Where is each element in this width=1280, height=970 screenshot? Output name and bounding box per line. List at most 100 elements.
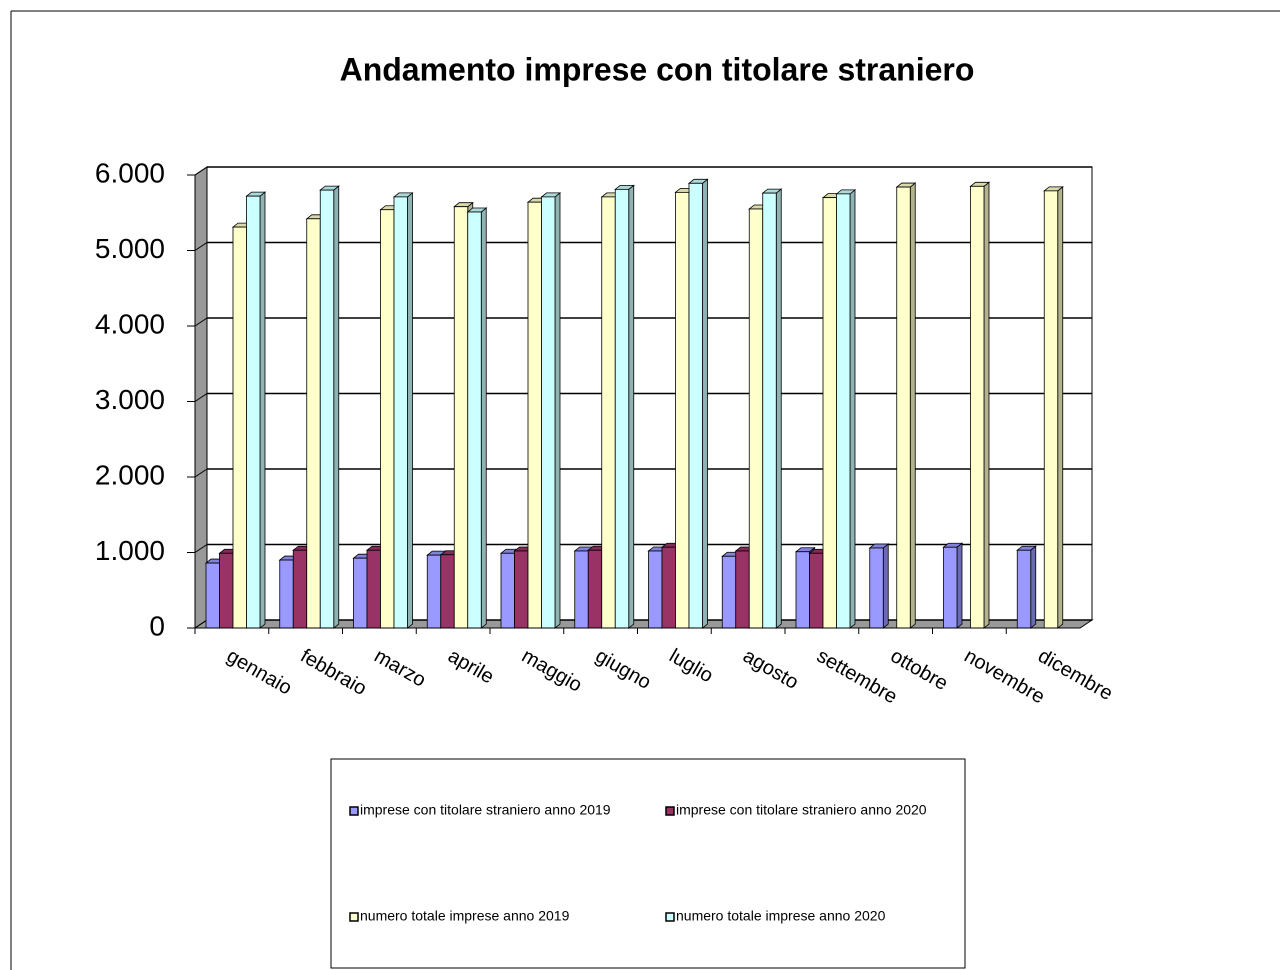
grid-line	[194, 242, 208, 251]
bar-front	[869, 547, 884, 629]
grid-line	[194, 393, 208, 402]
bar-front	[232, 226, 247, 629]
grid-line	[194, 544, 208, 553]
bar-side	[983, 181, 990, 629]
grid-line	[194, 468, 208, 478]
legend-swatch	[665, 806, 675, 816]
bar-front	[467, 211, 482, 629]
legend-swatch	[349, 806, 359, 816]
bar-front	[500, 552, 515, 629]
bar	[1016, 545, 1037, 629]
bar-front	[836, 193, 851, 629]
bar-front	[514, 550, 529, 629]
legend-box	[330, 758, 966, 969]
bar-front	[319, 189, 335, 629]
bar-front	[1043, 190, 1059, 629]
y-tick-label: 2.000	[95, 459, 165, 490]
bar-front	[279, 559, 294, 629]
bar-front	[748, 208, 764, 629]
bar	[895, 182, 917, 629]
bar-front	[574, 550, 589, 629]
legend-label: numero totale imprese anno 2020	[676, 908, 886, 924]
bar-front	[440, 554, 455, 629]
bar-side	[849, 189, 856, 629]
x-tick-label: febbraio	[297, 645, 371, 700]
bar-front	[246, 195, 261, 629]
bar	[969, 181, 991, 629]
bar	[835, 189, 857, 629]
bar-front	[366, 549, 381, 629]
bar	[319, 185, 340, 629]
bar-front	[648, 550, 663, 629]
bar-front	[541, 196, 556, 629]
bar	[942, 542, 964, 629]
bar	[761, 188, 783, 629]
bar-front	[675, 191, 690, 629]
bar-front	[380, 209, 395, 629]
chart-title: Andamento imprese con titolare straniero	[340, 51, 975, 87]
bar-front	[527, 201, 542, 629]
bar	[1043, 186, 1064, 629]
bar-front	[614, 188, 630, 629]
bar	[687, 178, 709, 629]
bar-front	[661, 546, 676, 629]
x-tick-label: agosto	[739, 645, 802, 694]
bar	[466, 207, 488, 629]
legend-swatch	[349, 912, 359, 922]
bar-front	[353, 557, 368, 629]
bar-front	[896, 186, 911, 629]
x-tick-label: dicembre	[1034, 645, 1116, 705]
bar	[868, 543, 890, 629]
bar-side	[554, 192, 561, 629]
bar-side	[407, 192, 413, 629]
y-tick-label: 6.000	[95, 157, 165, 188]
bar-side	[259, 191, 266, 629]
bar-side	[956, 542, 963, 629]
grid-line	[194, 619, 208, 629]
grid-line	[194, 317, 208, 327]
bar-side	[333, 185, 340, 629]
bar-side	[909, 182, 916, 629]
bar-front	[205, 562, 220, 629]
y-tick-label: 4.000	[95, 308, 165, 339]
bar-front	[587, 549, 603, 629]
x-tick-label: maggio	[518, 645, 586, 697]
bar-front	[219, 552, 234, 629]
legend-label: numero totale imprese anno 2019	[360, 908, 570, 924]
bar-side	[702, 178, 708, 629]
bar-front	[688, 182, 703, 629]
y-tick-label: 0	[149, 610, 165, 641]
bar	[392, 192, 414, 629]
bar-front	[453, 206, 469, 629]
bar-front	[822, 197, 837, 629]
bar-front	[393, 196, 408, 629]
bar-side	[480, 207, 487, 629]
bar-front	[943, 546, 958, 629]
bar-front	[601, 196, 616, 629]
bar-front	[292, 549, 308, 629]
bar-front	[1016, 549, 1032, 629]
x-tick-label: luglio	[665, 645, 716, 687]
grid-line	[194, 166, 208, 176]
bar-front	[762, 192, 777, 629]
bar-front	[306, 218, 321, 629]
bar-side	[1030, 545, 1037, 629]
bar	[540, 192, 562, 629]
x-tick-label: gennaio	[223, 645, 296, 700]
bar-front	[426, 554, 442, 629]
bar-front	[970, 185, 985, 629]
bar-front	[721, 555, 737, 629]
bar-side	[628, 184, 635, 629]
bar-front	[735, 550, 750, 629]
bar	[245, 191, 267, 629]
bar-side	[882, 543, 889, 629]
x-tick-label: aprile	[444, 645, 497, 689]
y-tick-label: 1.000	[95, 535, 165, 566]
bar	[614, 184, 635, 629]
y-tick-label: 5.000	[95, 233, 165, 264]
legend-label: imprese con titolare straniero anno 2019	[360, 802, 611, 818]
x-tick-label: giugno	[592, 645, 655, 694]
x-tick-label: novembre	[960, 645, 1048, 709]
bar-side	[775, 188, 782, 629]
x-tick-label: settembre	[813, 645, 901, 709]
